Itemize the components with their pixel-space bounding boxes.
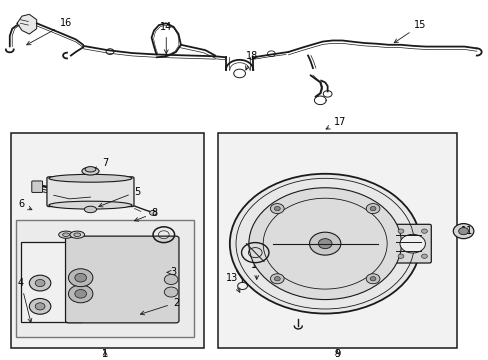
- Circle shape: [75, 273, 86, 282]
- Circle shape: [399, 234, 425, 253]
- Text: 17: 17: [325, 117, 346, 129]
- Ellipse shape: [49, 174, 132, 182]
- FancyBboxPatch shape: [393, 224, 430, 263]
- Text: 11: 11: [460, 226, 472, 236]
- Circle shape: [270, 203, 284, 213]
- Text: 3: 3: [167, 267, 176, 277]
- Circle shape: [369, 276, 375, 281]
- Text: 1: 1: [102, 349, 108, 359]
- Text: 7: 7: [89, 158, 108, 171]
- Circle shape: [164, 287, 178, 297]
- Text: 14: 14: [160, 22, 172, 54]
- Polygon shape: [17, 14, 37, 34]
- Circle shape: [29, 275, 51, 291]
- Text: 4: 4: [18, 278, 32, 323]
- Text: 15: 15: [393, 20, 426, 43]
- Text: 2: 2: [140, 298, 179, 315]
- Circle shape: [452, 224, 473, 239]
- Circle shape: [229, 174, 420, 314]
- Circle shape: [458, 228, 468, 235]
- Circle shape: [35, 279, 45, 287]
- Circle shape: [274, 206, 280, 211]
- Ellipse shape: [74, 233, 81, 237]
- Ellipse shape: [59, 231, 73, 238]
- Text: 1: 1: [102, 349, 108, 359]
- Ellipse shape: [81, 167, 99, 175]
- Text: 5: 5: [99, 187, 140, 207]
- Text: 16: 16: [27, 18, 72, 45]
- Circle shape: [274, 276, 280, 281]
- Circle shape: [318, 239, 331, 249]
- Ellipse shape: [85, 167, 96, 172]
- Ellipse shape: [49, 201, 132, 209]
- Text: 8: 8: [134, 208, 157, 221]
- Circle shape: [369, 206, 375, 211]
- Circle shape: [29, 298, 51, 314]
- FancyBboxPatch shape: [32, 181, 42, 193]
- Text: 6: 6: [18, 199, 32, 210]
- FancyBboxPatch shape: [47, 177, 134, 207]
- Circle shape: [309, 232, 340, 255]
- Text: 9: 9: [334, 349, 340, 359]
- Ellipse shape: [70, 231, 84, 238]
- Circle shape: [366, 274, 379, 284]
- Ellipse shape: [84, 206, 96, 213]
- Text: 9: 9: [334, 349, 340, 359]
- Circle shape: [68, 269, 93, 287]
- Text: 13: 13: [225, 273, 240, 292]
- Text: 12: 12: [250, 260, 263, 279]
- Circle shape: [397, 254, 403, 258]
- Bar: [20, 242, 81, 323]
- Text: 18: 18: [245, 50, 258, 70]
- Circle shape: [35, 303, 45, 310]
- Circle shape: [421, 254, 427, 258]
- Circle shape: [397, 229, 403, 233]
- Text: 10: 10: [369, 217, 387, 231]
- Circle shape: [164, 274, 178, 284]
- Bar: [11, 132, 203, 347]
- FancyBboxPatch shape: [65, 236, 179, 323]
- Circle shape: [149, 210, 156, 215]
- Bar: [217, 132, 456, 347]
- Ellipse shape: [62, 233, 69, 237]
- Bar: [16, 220, 194, 337]
- Circle shape: [421, 229, 427, 233]
- Circle shape: [75, 289, 86, 298]
- Circle shape: [68, 285, 93, 303]
- Circle shape: [248, 188, 401, 300]
- Circle shape: [366, 203, 379, 213]
- Circle shape: [270, 274, 284, 284]
